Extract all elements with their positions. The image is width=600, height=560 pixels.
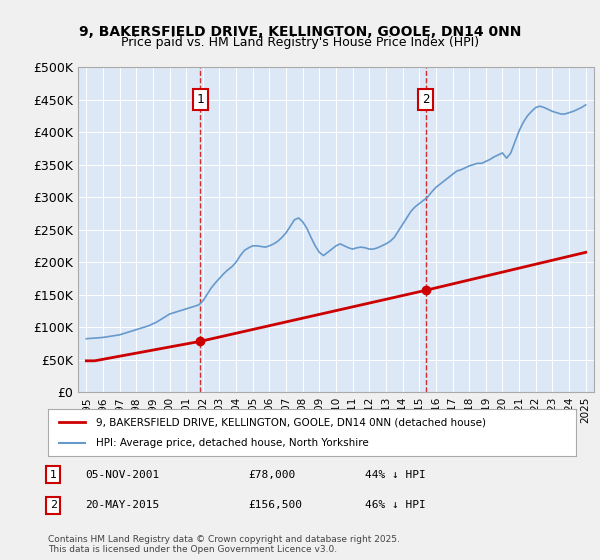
Text: 2: 2 [422,93,430,106]
Text: 46% ↓ HPI: 46% ↓ HPI [365,501,425,510]
Text: Contains HM Land Registry data © Crown copyright and database right 2025.
This d: Contains HM Land Registry data © Crown c… [48,535,400,554]
Text: £156,500: £156,500 [248,501,302,510]
Text: HPI: Average price, detached house, North Yorkshire: HPI: Average price, detached house, Nort… [95,438,368,448]
Text: 20-MAY-2015: 20-MAY-2015 [85,501,159,510]
Text: Price paid vs. HM Land Registry's House Price Index (HPI): Price paid vs. HM Land Registry's House … [121,36,479,49]
Text: 9, BAKERSFIELD DRIVE, KELLINGTON, GOOLE, DN14 0NN (detached house): 9, BAKERSFIELD DRIVE, KELLINGTON, GOOLE,… [95,417,485,427]
Text: 1: 1 [197,93,204,106]
Text: 44% ↓ HPI: 44% ↓ HPI [365,470,425,479]
Text: 1: 1 [50,470,57,479]
Text: 2: 2 [50,501,57,510]
Text: 9, BAKERSFIELD DRIVE, KELLINGTON, GOOLE, DN14 0NN: 9, BAKERSFIELD DRIVE, KELLINGTON, GOOLE,… [79,25,521,39]
Text: 05-NOV-2001: 05-NOV-2001 [85,470,159,479]
Text: £78,000: £78,000 [248,470,296,479]
